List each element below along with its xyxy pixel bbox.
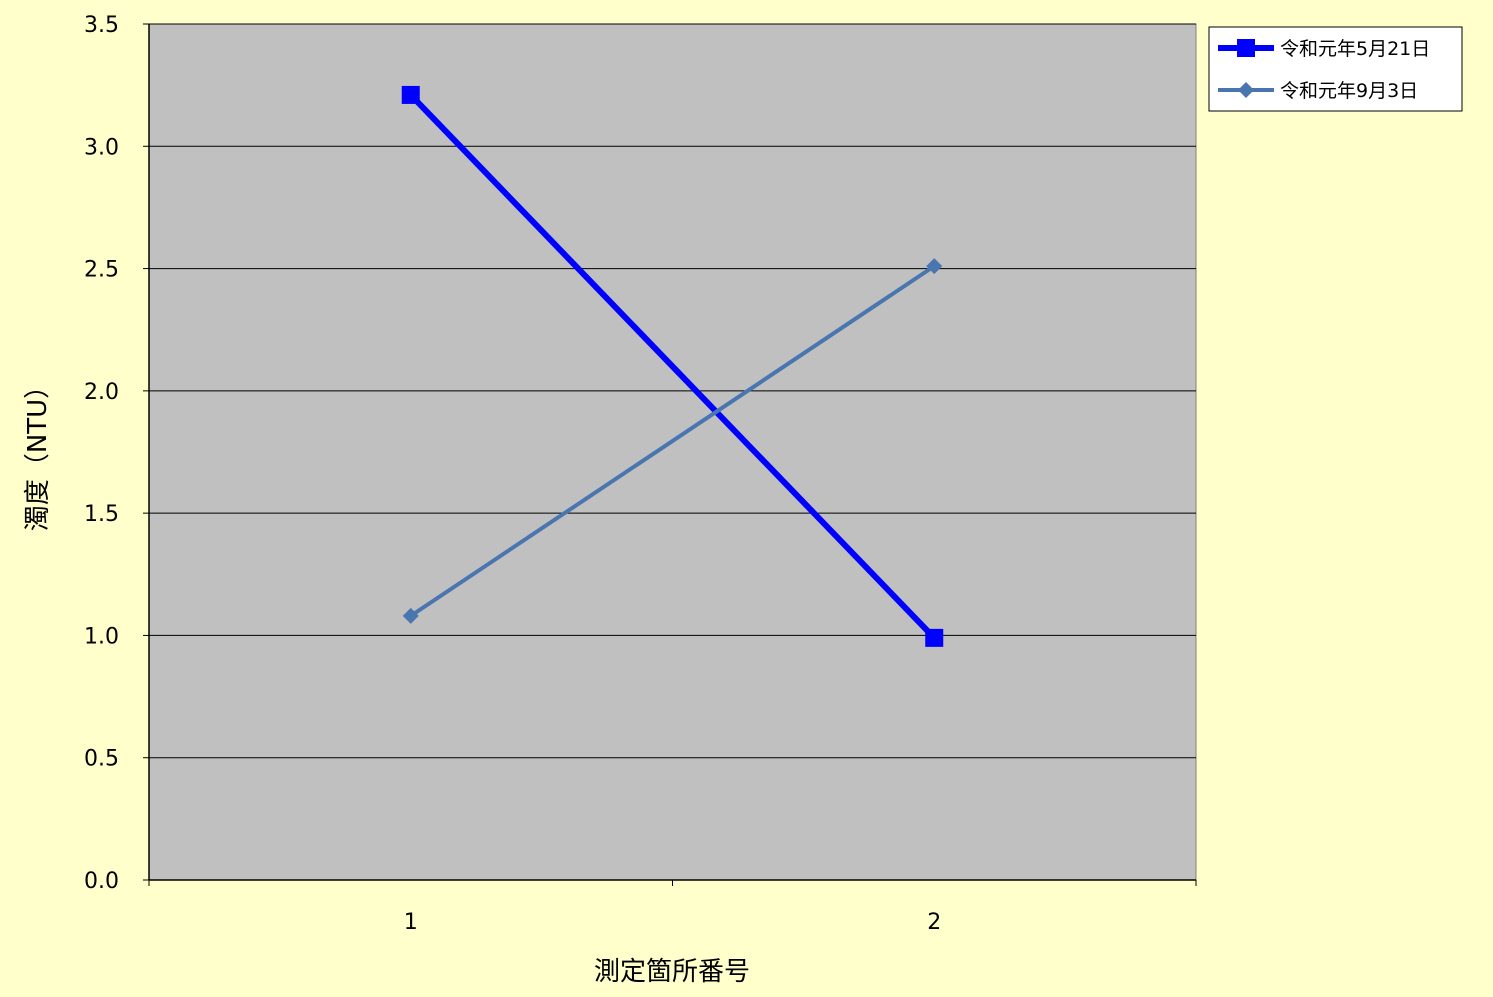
data-point (926, 258, 943, 275)
y-tick-label: 3.0 (84, 135, 119, 160)
legend-item: 令和元年5月21日 (1218, 38, 1430, 60)
y-tick-label: 0.0 (84, 869, 119, 894)
y-tick-label: 1.0 (84, 624, 119, 649)
x-tick-label: 1 (404, 910, 418, 935)
series-line (409, 264, 936, 618)
x-axis-title: 測定箇所番号 (594, 957, 750, 987)
y-tick-label: 2.0 (84, 380, 119, 405)
gridlines (149, 23, 1196, 759)
y-tick-label: 2.5 (84, 258, 119, 283)
data-point (402, 607, 419, 624)
legend-marker (1237, 39, 1255, 57)
y-tick-label: 1.5 (84, 502, 119, 527)
y-tick-label: 3.5 (84, 13, 119, 38)
legend-marker (1238, 82, 1254, 98)
legend-label: 令和元年5月21日 (1280, 38, 1430, 60)
y-axis-title: 濁度（NTU） (23, 373, 53, 531)
y-axis-ticks: 0.0 0.5 1.0 1.5 2.0 2.5 3.0 3.5 (84, 13, 149, 894)
data-point (401, 85, 420, 104)
plot-area (148, 23, 1197, 881)
series-line (408, 92, 937, 640)
series-1 (401, 85, 944, 647)
series-group (401, 85, 944, 647)
y-tick-label: 0.5 (84, 747, 119, 772)
legend-item: 令和元年9月3日 (1218, 80, 1418, 102)
series-2 (402, 258, 943, 624)
legend-label: 令和元年9月3日 (1280, 80, 1418, 102)
data-point (925, 628, 944, 647)
x-tick-label: 2 (927, 910, 941, 935)
